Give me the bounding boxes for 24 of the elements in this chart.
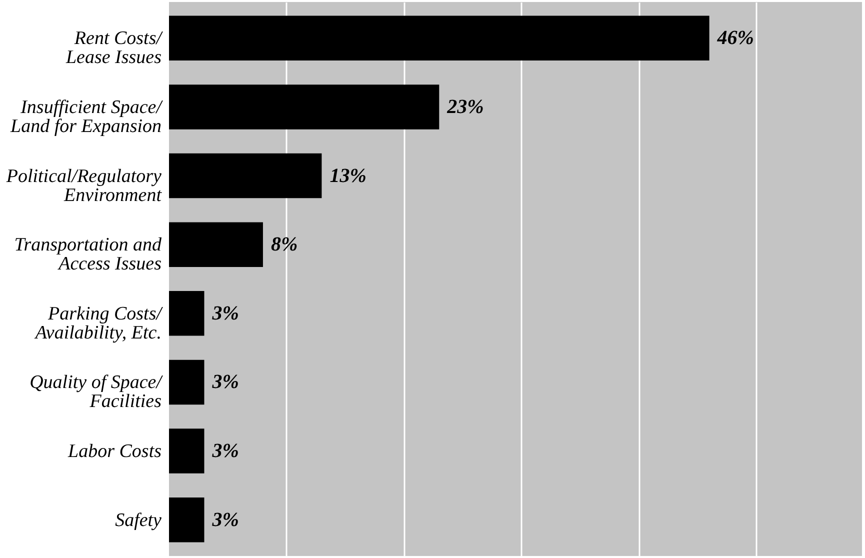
y-tick-label: Rent Costs/ Lease Issues — [64, 28, 164, 68]
bar — [169, 291, 204, 336]
data-label: 46% — [716, 27, 754, 50]
y-tick-label: Quality of Space/ Facilities — [30, 372, 164, 412]
bar — [169, 16, 710, 60]
y-tick-label: Labor Costs — [67, 441, 162, 462]
y-tick-label: Parking Costs/ Availability, Etc. — [33, 303, 164, 344]
y-tick-label: Safety — [115, 510, 162, 531]
y-tick-label: Political/Regulatory Environment — [5, 166, 162, 206]
data-label: 3% — [211, 302, 239, 324]
y-tick-label: Transportation and Access Issues — [14, 234, 162, 275]
bar — [169, 360, 204, 405]
y-tick-label: Insufficient Space/ Land for Expansion — [10, 96, 164, 137]
bar — [169, 222, 263, 267]
bar — [169, 153, 322, 198]
bar — [169, 498, 204, 542]
data-label: 8% — [270, 234, 298, 256]
data-label: 23% — [446, 96, 484, 118]
data-label: 3% — [211, 371, 239, 394]
data-label: 3% — [211, 440, 239, 462]
bar — [169, 84, 440, 130]
bar — [169, 428, 204, 474]
data-label: 3% — [211, 508, 239, 531]
data-label: 13% — [330, 164, 366, 187]
